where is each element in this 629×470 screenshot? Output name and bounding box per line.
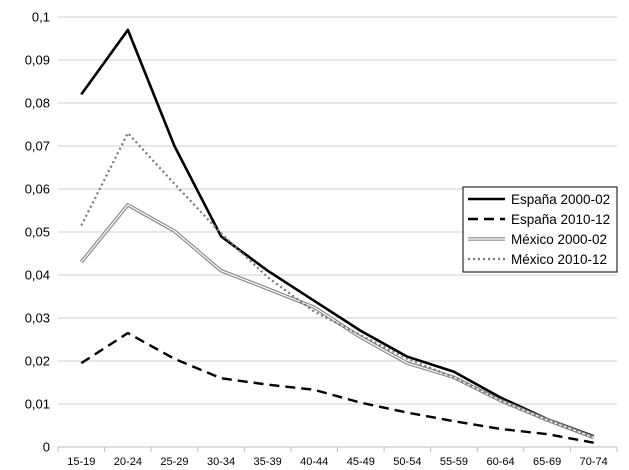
legend-entry: México 2000-02: [468, 232, 607, 247]
y-tick-label: 0,02: [25, 354, 50, 369]
legend-label: España 2010-12: [511, 212, 610, 227]
axes: [57, 446, 618, 452]
legend-label: México 2010-12: [511, 252, 607, 267]
x-tick-label: 65-69: [533, 456, 561, 468]
series-0: [80, 28, 595, 438]
y-tick-label: 0,04: [25, 268, 50, 283]
y-tick-label: 0,08: [25, 96, 50, 111]
x-tick-label: 55-59: [440, 456, 468, 468]
legend-entry: México 2010-12: [468, 252, 607, 267]
y-tick-label: 0,03: [25, 311, 50, 326]
y-tick-label: 0: [43, 440, 50, 455]
x-tick-label: 20-24: [114, 456, 142, 468]
x-tick-label: 30-34: [207, 456, 235, 468]
y-tick-label: 0,09: [25, 53, 50, 68]
series-1: [80, 331, 594, 444]
series-line-inner: [80, 204, 594, 439]
series-line: [80, 28, 595, 438]
x-tick-label: 50-54: [393, 456, 421, 468]
legend-entry: España 2000-02: [468, 192, 610, 207]
legend-entry: España 2010-12: [468, 212, 610, 227]
y-tick-label: 0,07: [25, 139, 50, 154]
gridlines: [58, 16, 617, 405]
y-tick-label: 0,1: [32, 10, 50, 25]
x-tick-label: 35-39: [254, 456, 282, 468]
legend: España 2000-02 España 2010-12 México 2000-…: [462, 186, 618, 273]
y-tick-label: 0,05: [25, 225, 50, 240]
series-lines: [79, 28, 595, 444]
series-line: [80, 132, 595, 439]
series-3: [80, 132, 595, 439]
series-line: [80, 331, 594, 444]
x-tick-label: 40-44: [300, 456, 328, 468]
x-tick-label: 70-74: [580, 456, 608, 468]
x-tick-labels: 15-19 20-24 25-29 30-34 35-39 40-44 45-49 50-54…: [67, 456, 608, 468]
legend-label: México 2000-02: [511, 232, 607, 247]
legend-label: España 2000-02: [511, 192, 610, 207]
x-tick-label: 45-49: [347, 456, 375, 468]
y-tick-label: 0,01: [25, 397, 50, 412]
y-tick-labels: 0 0,01 0,02 0,03 0,04 0,05 0,06 0,07 0,08 0,09 0,1: [25, 10, 50, 455]
x-tick-label: 60-64: [486, 456, 514, 468]
series-2: [79, 203, 595, 440]
y-tick-label: 0,06: [25, 182, 50, 197]
x-tick-label: 25-29: [160, 456, 188, 468]
legend-box: [462, 186, 618, 273]
x-tick-label: 15-19: [67, 456, 95, 468]
